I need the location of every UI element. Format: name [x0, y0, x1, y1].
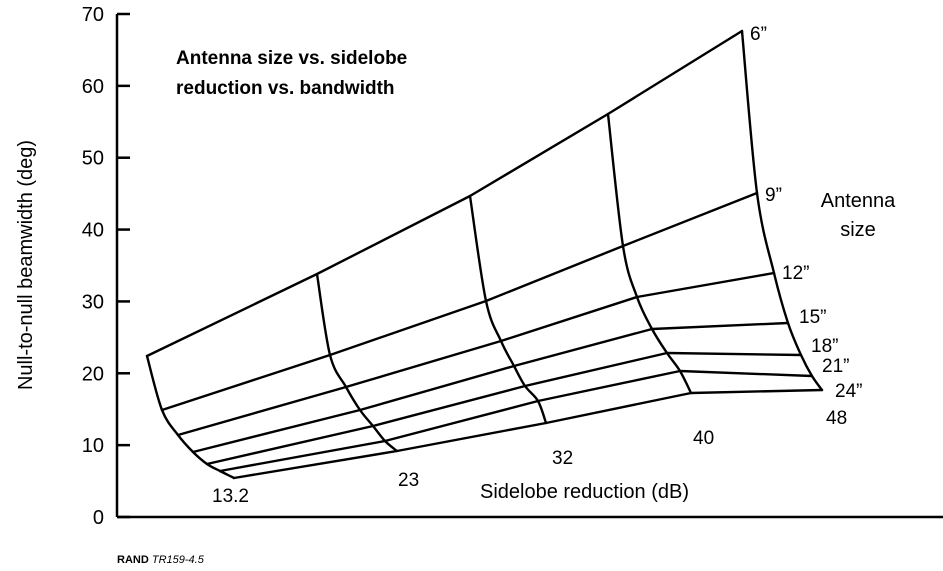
- antenna-size-title-line-2: size: [840, 219, 876, 241]
- sidelobe-label-40: 40: [693, 428, 714, 449]
- y-tick-label: 40: [82, 220, 104, 242]
- antenna-size-label-9: 9”: [765, 185, 782, 206]
- antenna-size-line: [218, 369, 814, 473]
- y-ticks: 0 10 20 30 40 50 60 70: [82, 4, 130, 529]
- antenna-size-label-6: 6”: [750, 24, 767, 45]
- beamwidth-surface: [145, 29, 824, 480]
- antenna-size-label-12: 12”: [782, 263, 809, 284]
- antenna-size-line: [160, 191, 759, 412]
- source-id: TR159-4.5: [152, 554, 205, 566]
- y-tick-label: 60: [82, 76, 104, 98]
- sidelobe-reduction-line: [315, 272, 399, 453]
- sidelobe-reduction-line: [145, 354, 236, 480]
- sidelobe-reduction-line: [740, 29, 824, 392]
- chart-title-line-2: reduction vs. bandwidth: [176, 78, 395, 99]
- sidelobe-label-13-2: 13.2: [212, 486, 249, 507]
- chart-title-line-1: Antenna size vs. sidelobe: [176, 48, 407, 69]
- source-note: RAND TR159-4.5: [117, 554, 205, 566]
- antenna-size-label-21: 21”: [822, 356, 849, 377]
- y-tick-label: 70: [82, 4, 104, 26]
- antenna-size-label-15: 15”: [799, 307, 826, 328]
- sidelobe-reduction-line: [606, 112, 693, 395]
- sidelobe-label-48: 48: [826, 408, 847, 429]
- sidelobe-reduction-line: [468, 194, 548, 425]
- antenna-size-label-24: 24”: [835, 381, 862, 402]
- y-tick-label: 30: [82, 291, 104, 313]
- sidelobe-label-32: 32: [552, 448, 573, 469]
- antenna-size-label-18: 18”: [811, 336, 838, 357]
- y-tick-label: 50: [82, 148, 104, 170]
- source-org: RAND: [117, 554, 149, 566]
- sidelobe-label-23: 23: [398, 470, 419, 491]
- y-axis-title: Null-to-null beamwidth (deg): [15, 140, 37, 390]
- y-tick-label: 20: [82, 363, 104, 385]
- x-axis-title: Sidelobe reduction (dB): [480, 481, 689, 503]
- y-tick-label: 10: [82, 435, 104, 457]
- y-tick-label: 0: [93, 507, 104, 529]
- antenna-size-title-line-1: Antenna: [821, 190, 896, 212]
